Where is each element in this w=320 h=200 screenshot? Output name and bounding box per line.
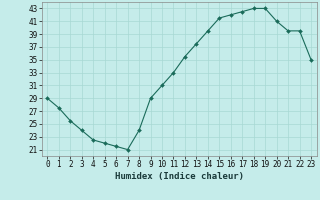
X-axis label: Humidex (Indice chaleur): Humidex (Indice chaleur) xyxy=(115,172,244,181)
